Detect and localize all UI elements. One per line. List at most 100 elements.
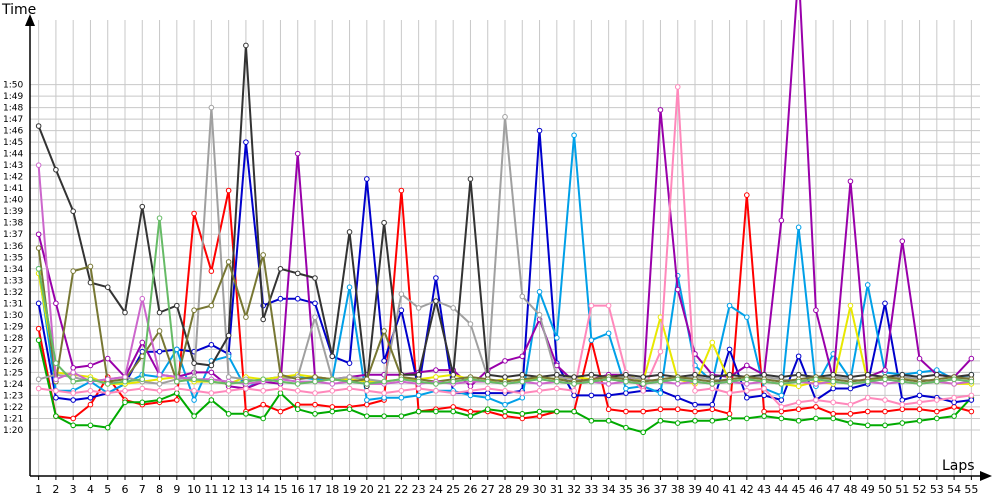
series-point [813,404,819,410]
series-point [674,394,681,401]
series-point [294,388,301,394]
series-point [588,337,595,343]
y-tick-label: 1:41 [3,184,23,194]
series-point [381,328,387,334]
series-point [778,392,785,399]
series-point [674,420,681,426]
series-point [381,413,387,419]
y-tick-label: 1:50 [3,81,23,91]
x-tick-label: 11 [204,483,218,496]
x-tick-label: 25 [446,483,460,496]
series-point [847,374,854,380]
series-point [484,390,491,396]
series-point [35,231,42,238]
y-tick-label: 1:34 [3,265,23,275]
series-point [934,371,940,378]
series-point [536,381,543,387]
series-point [916,399,923,406]
series-point [484,371,491,378]
series-point [744,381,750,387]
series-point [294,401,301,408]
series-point [882,422,888,429]
series-point [830,385,836,392]
series-point [502,114,508,120]
series-point [208,369,215,376]
x-tick-label: 8 [156,483,163,496]
series-point [122,388,128,394]
series-point [554,335,560,341]
x-tick-label: 26 [463,483,477,496]
series-point [813,381,819,387]
series-9 [35,42,975,390]
series-point [53,360,59,366]
series-point [398,413,405,419]
series-point [588,417,595,424]
series-point [329,388,336,394]
series-point [830,378,836,385]
series-point [916,355,923,362]
series-point [450,390,456,396]
series-point [450,408,456,415]
series-point [778,415,785,422]
series-point [70,422,76,429]
series-point [156,328,163,334]
series-point [122,378,128,385]
series-point [433,298,439,304]
series-point [571,381,577,387]
series-point [519,293,526,300]
series-point [70,369,76,376]
series-point [726,302,733,309]
series-point [847,385,854,392]
series-point [554,385,560,392]
x-tick-label: 52 [913,483,927,496]
x-tick-label: 34 [602,483,616,496]
series-point [35,337,42,343]
series-point [53,394,59,401]
series-point [294,150,301,157]
series-point [243,385,249,392]
series-point [709,417,716,424]
series-point [260,388,266,394]
y-tick-label: 1:39 [3,207,23,217]
series-point [35,385,42,392]
y-axis-title: Time [1,2,36,18]
series-point [588,371,595,378]
x-tick-label: 22 [394,483,408,496]
series-point [35,265,42,272]
series-point [156,371,163,378]
series-point [381,378,387,385]
series-point [761,371,767,378]
series-point [934,378,940,385]
series-point [605,381,612,387]
series-point [916,369,923,376]
x-tick-label: 7 [139,483,146,496]
series-point [968,408,975,415]
series-point [277,371,284,378]
series-point [398,187,405,194]
series-point [243,314,249,320]
x-tick-label: 50 [878,483,892,496]
series-point [139,399,146,406]
series-point [882,376,888,383]
y-tick-label: 1:32 [3,288,23,298]
y-tick-label: 1:22 [3,403,23,413]
series-point [830,399,836,406]
series-point [243,411,249,417]
series-point [588,392,595,399]
series-point [795,417,802,424]
series-point [744,362,750,369]
x-tick-label: 54 [947,483,961,496]
series-point [536,289,543,295]
series-point [623,378,629,385]
series-point [761,413,767,419]
y-tick-label: 1:37 [3,230,23,240]
series-point [657,417,664,424]
series-point [882,300,888,307]
y-axis-arrow [25,14,35,26]
series-point [53,376,59,383]
series-point [156,376,163,383]
series-point [847,302,854,309]
x-tick-label: 43 [757,483,771,496]
series-point [813,307,819,314]
x-tick-label: 41 [723,483,737,496]
